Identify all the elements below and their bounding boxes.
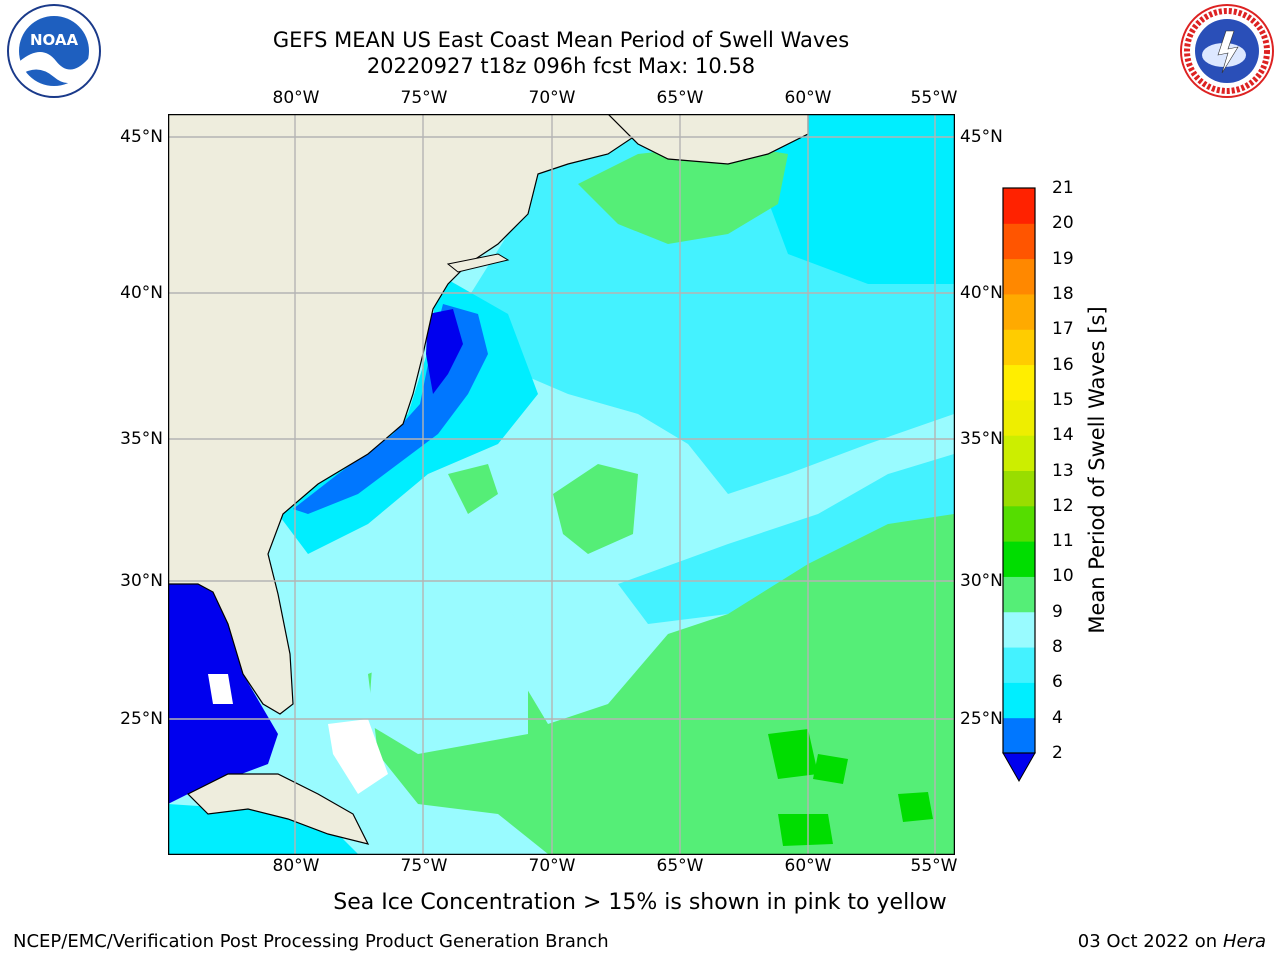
colorbar-tick-label: 4 [1052, 707, 1063, 728]
colorbar-label: Mean Period of Swell Waves [s] [1085, 306, 1109, 634]
swell-region-10s-c [898, 792, 933, 822]
colorbar [1002, 187, 1036, 783]
colorbar-segment [1003, 505, 1035, 542]
swell-region-9s-central [553, 464, 638, 554]
swell-region-9s-west [448, 464, 498, 514]
colorbar-segment [1003, 399, 1035, 436]
noaa-logo-icon: NOAA [7, 4, 101, 98]
swell-region-9s-north [578, 144, 788, 244]
colorbar-segment [1003, 541, 1035, 577]
footer-date-text: 03 Oct 2022 on [1077, 931, 1223, 952]
sea-ice-caption: Sea Ice Concentration > 15% is shown in … [0, 890, 1280, 915]
lon-label-top-75w: 75°W [400, 88, 448, 108]
lon-label-bottom-70w: 70°W [528, 856, 576, 876]
lat-label-left-35n: 35°N [120, 429, 163, 449]
lon-label-bottom-80w: 80°W [272, 856, 320, 876]
lat-label-right-35n: 35°N [960, 429, 1003, 449]
swell-region-6s-north [758, 114, 954, 284]
lon-label-top-70w: 70°W [528, 88, 576, 108]
colorbar-segment [1003, 329, 1035, 366]
colorbar-segment [1003, 364, 1035, 401]
colorbar-tick-label: 21 [1052, 178, 1074, 198]
lon-label-bottom-55w: 55°W [910, 856, 958, 876]
colorbar-segment [1003, 647, 1035, 683]
lon-label-top-65w: 65°W [656, 88, 704, 108]
footer-date: 03 Oct 2022 on Hera [1078, 931, 1266, 952]
colorbar-tick-label: 13 [1052, 460, 1074, 481]
colorbar-segment [1003, 717, 1035, 754]
chart-title: GEFS MEAN US East Coast Mean Period of S… [272, 28, 850, 52]
colorbar-tick-label: 14 [1052, 425, 1074, 446]
swell-region-10s-b [813, 754, 848, 784]
sea-ice-caption-text: Sea Ice Concentration > 15% is shown in … [333, 890, 947, 915]
colorbar-tick-label: 15 [1052, 389, 1074, 410]
lon-label-bottom-75w: 75°W [400, 856, 448, 876]
colorbar-tick-label: 17 [1052, 319, 1074, 340]
colorbar-segment [1003, 258, 1035, 295]
lat-label-right-45n: 45°N [960, 127, 1003, 147]
colorbar-tick-label: 19 [1052, 248, 1074, 269]
lat-label-right-40n: 40°N [960, 283, 1003, 303]
colorbar-segment [1003, 611, 1035, 648]
gulf-white-patch [208, 674, 233, 704]
lon-label-top-80w: 80°W [272, 88, 320, 108]
colorbar-segment [1003, 223, 1035, 260]
noaa-logo-text: NOAA [30, 31, 79, 49]
chart-subtitle: 20220927 t18z 096h fcst Max: 10.58 [366, 54, 756, 78]
colorbar-segment [1003, 293, 1035, 330]
lon-label-top-55w: 55°W [910, 88, 958, 108]
colorbar-tick-label: 16 [1052, 354, 1074, 375]
swell-period-map [168, 114, 955, 855]
swell-region-2s-hatteras [426, 309, 463, 394]
colorbar-segment [1003, 188, 1035, 224]
colorbar-segment [1003, 470, 1035, 507]
lat-label-left-25n: 25°N [120, 709, 163, 729]
colorbar-segment [1003, 435, 1035, 471]
swell-region-10s-d [778, 814, 833, 846]
lat-label-right-30n: 30°N [960, 571, 1003, 591]
colorbar-tick-label: 6 [1052, 672, 1063, 693]
colorbar-tick-label: 20 [1052, 213, 1074, 234]
colorbar-segment [1003, 576, 1035, 613]
lon-label-bottom-65w: 65°W [656, 856, 704, 876]
colorbar-tick-label: 2 [1052, 743, 1063, 763]
footer-machine: Hera [1222, 931, 1266, 952]
map-gridlines [168, 114, 954, 854]
colorbar-tick-label: 9 [1052, 601, 1063, 622]
colorbar-tick-label: 10 [1052, 566, 1074, 587]
bahamas-white-patch [328, 719, 388, 794]
lat-label-left-45n: 45°N [120, 127, 163, 147]
lon-label-bottom-60w: 60°W [784, 856, 832, 876]
colorbar-under-triangle [1002, 752, 1036, 783]
lat-label-right-25n: 25°N [960, 709, 1003, 729]
long-island-land [446, 253, 510, 273]
colorbar-tick-label: 18 [1052, 283, 1074, 304]
colorbar-segment [1003, 682, 1035, 719]
swell-region-8s-tongue [368, 584, 528, 754]
footer-branch: NCEP/EMC/Verification Post Processing Pr… [13, 931, 609, 952]
us-land [168, 114, 649, 715]
colorbar-tick-label: 8 [1052, 637, 1063, 658]
colorbar-tick-label: 12 [1052, 495, 1074, 516]
lon-label-top-60w: 60°W [784, 88, 832, 108]
cuba-land [186, 773, 370, 845]
lat-label-left-40n: 40°N [120, 283, 163, 303]
swell-region-10s-a [768, 729, 818, 779]
lat-label-left-30n: 30°N [120, 571, 163, 591]
nws-logo-icon [1180, 4, 1274, 98]
colorbar-tick-label: 11 [1052, 531, 1074, 552]
